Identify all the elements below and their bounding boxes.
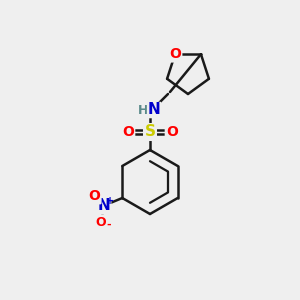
- Text: O: O: [95, 215, 106, 229]
- Text: -: -: [106, 220, 111, 230]
- Text: +: +: [106, 196, 114, 206]
- Text: O: O: [169, 47, 181, 61]
- Text: O: O: [122, 125, 134, 139]
- Text: O: O: [88, 189, 100, 203]
- Text: N: N: [98, 199, 111, 214]
- Text: N: N: [148, 103, 160, 118]
- Text: S: S: [145, 124, 155, 140]
- Text: H: H: [138, 103, 148, 116]
- Text: O: O: [166, 125, 178, 139]
